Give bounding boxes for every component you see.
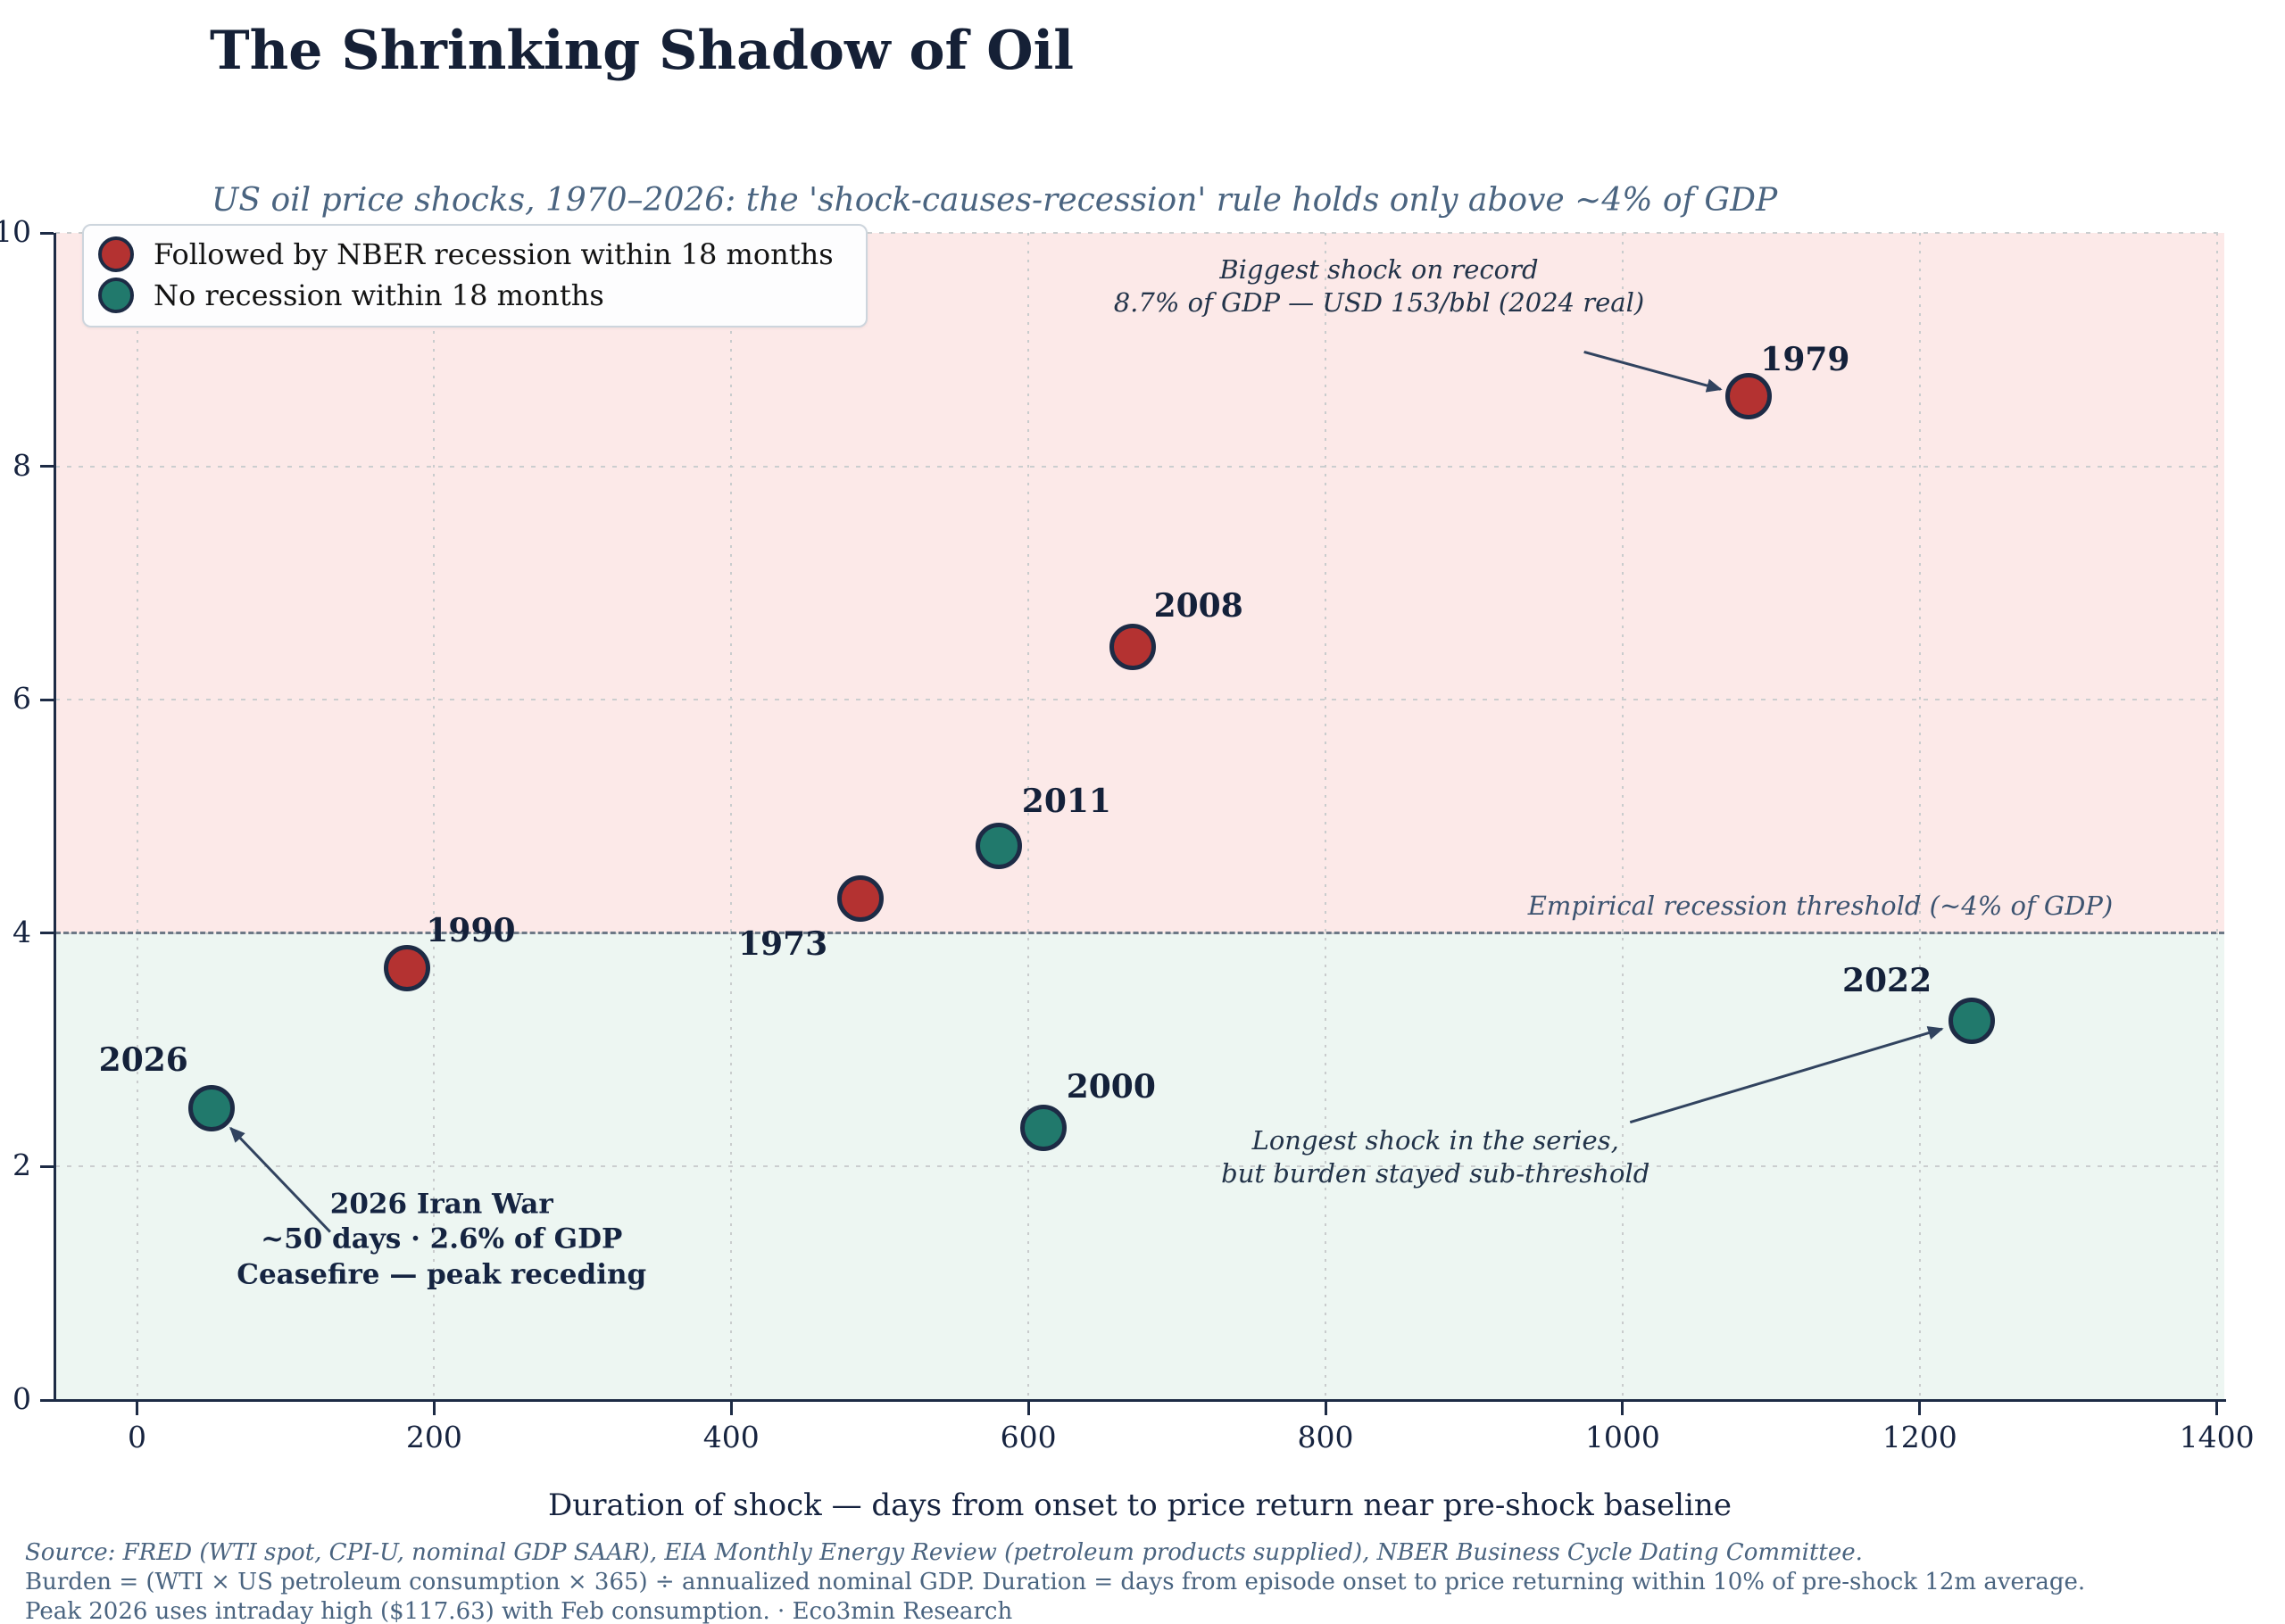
tick-x-600 — [1026, 1402, 1030, 1415]
tick-label-x-0: 0 — [128, 1420, 147, 1454]
point-1973 — [837, 874, 885, 922]
tick-label-y-4: 4 — [12, 914, 31, 949]
gridline-y-6 — [55, 699, 2224, 701]
annotation-line: 2026 Iran War — [329, 1188, 553, 1221]
annotation-longest-shock-2022: Longest shock in the series, but burden s… — [1221, 1124, 1649, 1190]
legend-item-recession: Followed by NBER recession within 18 mon… — [98, 236, 834, 272]
tick-label-x-1400: 1400 — [2179, 1420, 2255, 1454]
legend-label-recession: Followed by NBER recession within 18 mon… — [154, 237, 834, 271]
tick-label-y-8: 8 — [12, 447, 31, 483]
leader-line-longest-shock-2022 — [1629, 1026, 1944, 1124]
gridline-x-1200 — [1918, 233, 1921, 1400]
gridline-y-10 — [55, 232, 2224, 234]
no-recession-marker-swatch — [98, 278, 134, 313]
source-note: Source: FRED (WTI spot, CPI-U, nominal G… — [25, 1539, 1863, 1566]
tick-x-0 — [136, 1402, 139, 1415]
gridline-y-2 — [55, 1165, 2224, 1168]
tick-x-800 — [1324, 1402, 1327, 1415]
tick-y-4 — [40, 932, 54, 935]
annotation-biggest-shock-1979: Biggest shock on record 8.7% of GDP — USD… — [1114, 253, 1644, 319]
gridline-x-800 — [1325, 233, 1327, 1400]
annotation-leader-lines — [229, 350, 1944, 1233]
annotation-line: Longest shock in the series, — [1251, 1124, 1619, 1156]
point-2026 — [187, 1085, 235, 1131]
tick-label-y-10: 10 — [0, 214, 31, 249]
tick-label-x-1200: 1200 — [1882, 1420, 1957, 1454]
chart-subtitle: US oil price shocks, 1970–2026: the 'sho… — [212, 182, 1778, 219]
point-2000 — [1019, 1105, 1067, 1152]
tick-label-x-200: 200 — [405, 1420, 462, 1454]
year-label-1973: 1973 — [737, 924, 828, 963]
gridline-x-200 — [433, 233, 436, 1400]
tick-label-y-6: 6 — [12, 681, 31, 717]
tick-label-y-2: 2 — [12, 1148, 31, 1183]
year-label-1990: 1990 — [426, 912, 516, 950]
tick-y-2 — [40, 1164, 54, 1168]
point-2022 — [1948, 997, 1996, 1044]
leader-line-iran-war-2026 — [229, 1126, 331, 1233]
tick-label-x-800: 800 — [1297, 1420, 1354, 1454]
gridline-x-400 — [730, 233, 733, 1400]
peak-note: Peak 2026 uses intraday high ($117.63) w… — [25, 1598, 1013, 1624]
tick-y-0 — [40, 1398, 54, 1402]
gridline-x-1400 — [2215, 233, 2218, 1400]
tick-label-x-1000: 1000 — [1584, 1420, 1660, 1454]
chart-title: The Shrinking Shadow of Oil — [210, 20, 1075, 82]
point-1979 — [1725, 373, 1773, 420]
tick-x-200 — [432, 1402, 436, 1415]
annotation-line: but burden stayed sub-threshold — [1221, 1157, 1650, 1189]
year-label-2022: 2022 — [1841, 961, 1932, 999]
annotation-iran-war-2026: 2026 Iran War ~50 days · 2.6% of GDP Cease… — [237, 1187, 646, 1293]
legend-label-no-recession: No recession within 18 months — [154, 278, 604, 312]
x-axis-spine — [54, 1399, 2226, 1402]
y-axis-spine — [54, 233, 56, 1400]
annotation-line: Biggest shock on record — [1219, 254, 1539, 286]
tick-label-y-0: 0 — [12, 1381, 31, 1416]
tick-y-8 — [40, 465, 54, 468]
point-2008 — [1109, 624, 1156, 671]
point-2011 — [975, 822, 1022, 869]
gridline-y-8 — [55, 465, 2224, 468]
tick-x-1400 — [2215, 1402, 2219, 1415]
methodology-note: Burden = (WTI × US petroleum consumption… — [25, 1569, 2086, 1595]
x-axis-label: Duration of shock — days from onset to p… — [548, 1487, 1732, 1523]
year-label-2011: 2011 — [1021, 782, 1111, 820]
gridline-x-600 — [1027, 233, 1030, 1400]
recession-marker-swatch — [98, 236, 134, 272]
annotation-line: 8.7% of GDP — USD 153/bbl (2024 real) — [1113, 287, 1645, 319]
year-label-2026: 2026 — [98, 1041, 188, 1079]
year-label-2008: 2008 — [1153, 587, 1243, 626]
recession-threshold-label: Empirical recession threshold (~4% of GD… — [1527, 890, 2114, 921]
plot-area: Followed by NBER recession within 18 mon… — [0, 214, 2255, 1523]
legend-item-no-recession: No recession within 18 months — [98, 278, 834, 313]
tick-y-6 — [40, 698, 54, 701]
tick-x-1000 — [1621, 1402, 1624, 1415]
tick-x-400 — [729, 1402, 733, 1415]
recession-risk-zone — [55, 233, 2224, 933]
year-label-2000: 2000 — [1066, 1068, 1156, 1106]
leader-line-biggest-shock-1979 — [1583, 350, 1723, 393]
tick-label-x-400: 400 — [702, 1420, 760, 1454]
gridline-x-1000 — [1621, 233, 1624, 1400]
year-label-1979: 1979 — [1760, 341, 1850, 379]
legend: Followed by NBER recession within 18 mon… — [82, 224, 868, 327]
tick-y-10 — [40, 231, 54, 235]
point-1990 — [384, 945, 431, 992]
tick-x-1200 — [1918, 1402, 1922, 1415]
annotation-line: ~50 days · 2.6% of GDP — [261, 1222, 623, 1255]
tick-label-x-600: 600 — [1000, 1420, 1057, 1454]
recession-threshold-line — [55, 932, 2224, 935]
annotation-line: Ceasefire — peak receding — [237, 1258, 647, 1291]
gridline-x-0 — [136, 233, 138, 1400]
